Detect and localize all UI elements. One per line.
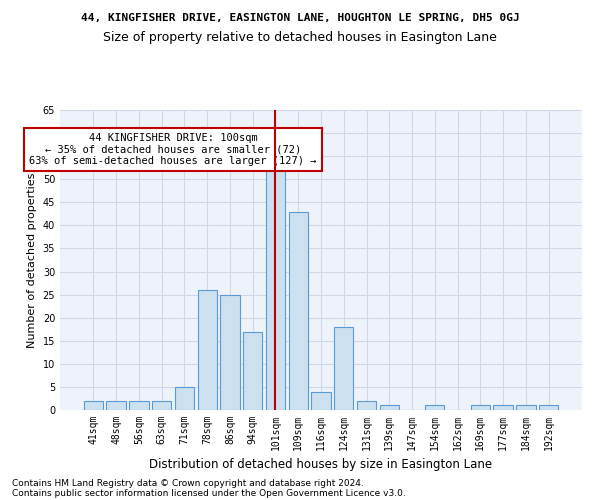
Bar (334, 327, 353, 410)
Bar (425, 406, 445, 410)
Bar (129, 401, 149, 410)
X-axis label: Distribution of detached houses by size in Easington Lane: Distribution of detached houses by size … (149, 458, 493, 471)
Text: Contains HM Land Registry data © Crown copyright and database right 2024.: Contains HM Land Registry data © Crown c… (12, 478, 364, 488)
Bar (470, 406, 490, 410)
Text: Size of property relative to detached houses in Easington Lane: Size of property relative to detached ho… (103, 31, 497, 44)
Bar (175, 387, 194, 410)
Bar (106, 401, 126, 410)
Text: 44 KINGFISHER DRIVE: 100sqm
← 35% of detached houses are smaller (72)
63% of sem: 44 KINGFISHER DRIVE: 100sqm ← 35% of det… (29, 133, 317, 166)
Text: Contains public sector information licensed under the Open Government Licence v3: Contains public sector information licen… (12, 488, 406, 498)
Bar (152, 401, 172, 410)
Bar (311, 392, 331, 410)
Bar (289, 212, 308, 410)
Bar (266, 166, 285, 410)
Bar (493, 406, 513, 410)
Bar (243, 332, 262, 410)
Bar (516, 406, 536, 410)
Bar (197, 290, 217, 410)
Bar (84, 401, 103, 410)
Text: 44, KINGFISHER DRIVE, EASINGTON LANE, HOUGHTON LE SPRING, DH5 0GJ: 44, KINGFISHER DRIVE, EASINGTON LANE, HO… (80, 12, 520, 22)
Bar (380, 406, 399, 410)
Y-axis label: Number of detached properties: Number of detached properties (27, 172, 37, 348)
Bar (539, 406, 558, 410)
Bar (357, 401, 376, 410)
Bar (220, 294, 239, 410)
